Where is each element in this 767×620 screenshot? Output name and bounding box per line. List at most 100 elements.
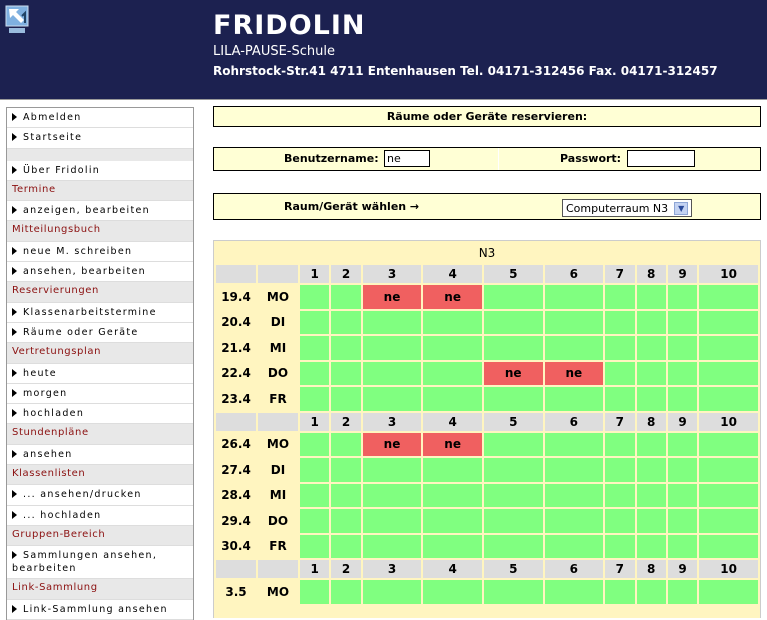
free-slot[interactable] [300,310,330,334]
free-slot[interactable] [699,458,758,482]
chevron-down-icon[interactable]: ▼ [674,201,689,215]
free-slot[interactable] [605,310,635,334]
booked-slot[interactable]: ne [362,432,422,456]
free-slot[interactable] [605,361,635,385]
free-slot[interactable] [300,361,330,385]
free-slot[interactable] [636,387,666,411]
booked-slot[interactable]: ne [362,285,422,309]
free-slot[interactable] [300,432,330,456]
free-slot[interactable] [331,285,361,309]
free-slot[interactable] [300,387,330,411]
booked-slot[interactable]: ne [544,361,604,385]
free-slot[interactable] [667,580,698,604]
sidebar-link[interactable]: ... hochladen [7,506,193,526]
free-slot[interactable] [636,534,666,558]
free-slot[interactable] [331,336,361,360]
free-slot[interactable] [300,483,330,507]
sidebar-link[interactable]: morgen [7,384,193,405]
free-slot[interactable] [544,458,604,482]
free-slot[interactable] [300,509,330,533]
password-input[interactable] [627,150,695,167]
free-slot[interactable] [636,432,666,456]
username-input[interactable] [384,150,430,167]
free-slot[interactable] [636,361,666,385]
free-slot[interactable] [636,458,666,482]
free-slot[interactable] [544,534,604,558]
free-slot[interactable] [483,387,543,411]
free-slot[interactable] [362,509,422,533]
free-slot[interactable] [667,336,698,360]
free-slot[interactable] [331,387,361,411]
free-slot[interactable] [331,458,361,482]
free-slot[interactable] [544,387,604,411]
sidebar-link[interactable]: ... ansehen/drucken [7,485,193,506]
sidebar-link[interactable]: neue M. schreiben [7,242,193,263]
free-slot[interactable] [423,534,482,558]
logo-icon[interactable] [5,5,31,35]
free-slot[interactable] [300,458,330,482]
sidebar-link[interactable]: Abmelden [7,108,193,129]
free-slot[interactable] [699,285,758,309]
sidebar-link[interactable]: Sammlungen ansehen, bearbeiten [7,546,193,580]
free-slot[interactable] [605,387,635,411]
free-slot[interactable] [699,387,758,411]
room-select[interactable]: Computerraum N3 ▼ [562,199,693,217]
free-slot[interactable] [605,285,635,309]
free-slot[interactable] [544,432,604,456]
free-slot[interactable] [699,361,758,385]
free-slot[interactable] [362,310,422,334]
sidebar-link[interactable]: anzeigen, bearbeiten [7,201,193,222]
free-slot[interactable] [423,361,482,385]
free-slot[interactable] [423,336,482,360]
free-slot[interactable] [331,509,361,533]
sidebar-link[interactable]: Räume oder Geräte [7,323,193,344]
free-slot[interactable] [362,361,422,385]
free-slot[interactable] [699,509,758,533]
free-slot[interactable] [483,509,543,533]
free-slot[interactable] [423,458,482,482]
free-slot[interactable] [699,534,758,558]
free-slot[interactable] [300,285,330,309]
free-slot[interactable] [605,336,635,360]
free-slot[interactable] [636,285,666,309]
free-slot[interactable] [544,483,604,507]
sidebar-link[interactable]: Klassenarbeitstermine [7,303,193,323]
free-slot[interactable] [667,458,698,482]
free-slot[interactable] [331,534,361,558]
free-slot[interactable] [362,458,422,482]
booked-slot[interactable]: ne [423,432,482,456]
free-slot[interactable] [483,336,543,360]
free-slot[interactable] [699,432,758,456]
free-slot[interactable] [362,483,422,507]
free-slot[interactable] [423,509,482,533]
free-slot[interactable] [544,580,604,604]
free-slot[interactable] [483,534,543,558]
free-slot[interactable] [605,509,635,533]
sidebar-link[interactable]: Startseite [7,128,193,149]
sidebar-link[interactable]: hochladen [7,404,193,425]
free-slot[interactable] [667,285,698,309]
free-slot[interactable] [423,580,482,604]
free-slot[interactable] [636,336,666,360]
free-slot[interactable] [544,310,604,334]
free-slot[interactable] [667,509,698,533]
free-slot[interactable] [667,534,698,558]
free-slot[interactable] [699,336,758,360]
free-slot[interactable] [483,483,543,507]
free-slot[interactable] [544,285,604,309]
free-slot[interactable] [300,336,330,360]
free-slot[interactable] [423,310,482,334]
free-slot[interactable] [636,310,666,334]
free-slot[interactable] [544,336,604,360]
free-slot[interactable] [667,483,698,507]
free-slot[interactable] [605,458,635,482]
free-slot[interactable] [699,310,758,334]
free-slot[interactable] [300,534,330,558]
sidebar-link[interactable]: heute [7,364,193,384]
free-slot[interactable] [605,432,635,456]
free-slot[interactable] [483,310,543,334]
free-slot[interactable] [636,509,666,533]
free-slot[interactable] [544,509,604,533]
free-slot[interactable] [699,483,758,507]
free-slot[interactable] [636,580,666,604]
